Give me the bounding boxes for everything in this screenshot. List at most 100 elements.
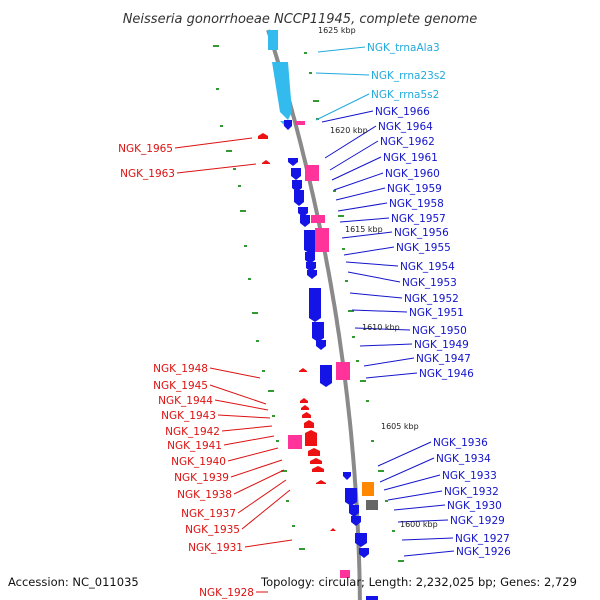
gc-dot bbox=[338, 215, 344, 217]
gene-label: NGK_1940 bbox=[171, 456, 226, 468]
label-leader bbox=[241, 489, 291, 530]
kbp-ticks: 1625 kbp 1620 kbp 1615 kbp 1610 kbp 1605 kbp… bbox=[318, 26, 438, 529]
forward-gene bbox=[309, 288, 321, 322]
gene-label: NGK_1937 bbox=[181, 508, 236, 520]
gene-label: NGK_1926 bbox=[456, 546, 511, 558]
gc-dot bbox=[216, 88, 219, 90]
gene-label: NGK_trnaAla3 bbox=[367, 42, 440, 54]
label-leader bbox=[363, 357, 415, 367]
label-leader bbox=[315, 72, 370, 76]
pseudo-feature bbox=[305, 165, 319, 181]
pseudo-feature bbox=[311, 215, 325, 223]
topology-text: Topology: circular; Length: 2,232,025 bp… bbox=[260, 575, 577, 589]
gene-label: NGK_1930 bbox=[447, 500, 502, 512]
gene-label: NGK_1959 bbox=[387, 183, 442, 195]
gc-dot bbox=[356, 360, 359, 362]
label-leader bbox=[315, 93, 370, 121]
forward-gene bbox=[298, 207, 308, 217]
label-leader bbox=[403, 550, 455, 557]
gc-dot bbox=[252, 312, 258, 314]
label-leader bbox=[227, 447, 279, 462]
reverse-gene bbox=[258, 133, 268, 139]
other-feature bbox=[362, 482, 374, 496]
gc-dot bbox=[233, 168, 236, 170]
forward-gene bbox=[306, 262, 316, 272]
gene-label: NGK_1938 bbox=[177, 489, 232, 501]
gene-label: NGK_1941 bbox=[167, 440, 222, 452]
map-title: Neisseria gonorrhoeae NCCP11945, complet… bbox=[123, 12, 478, 27]
label-leader bbox=[329, 140, 379, 171]
label-leader bbox=[233, 469, 285, 495]
gc-dot bbox=[262, 370, 265, 372]
label-leader bbox=[337, 202, 388, 212]
reverse-gene bbox=[301, 405, 309, 410]
gene-label: NGK_1957 bbox=[391, 213, 446, 225]
gene-label: NGK_1961 bbox=[383, 152, 438, 164]
forward-gene bbox=[343, 472, 351, 480]
kbp-tick-label: 1610 kbp bbox=[362, 323, 400, 332]
gc-dot bbox=[248, 278, 251, 280]
gene-label: NGK_1958 bbox=[389, 198, 444, 210]
gene-label: NGK_rrna5s2 bbox=[371, 89, 439, 101]
label-leader bbox=[174, 137, 253, 149]
gc-dot bbox=[348, 310, 354, 312]
feature-track bbox=[258, 29, 378, 600]
label-leader bbox=[393, 504, 446, 511]
label-leader bbox=[339, 217, 390, 223]
gene-label: NGK_1948 bbox=[153, 363, 208, 375]
forward-gene bbox=[294, 190, 304, 206]
reverse-gene bbox=[302, 412, 311, 418]
label-layer: NGK_trnaAla3 NGK_rrna23s2 NGK_rrna5s2 NGK_1… bbox=[118, 42, 511, 599]
gene-label: NGK_1934 bbox=[436, 453, 491, 465]
rna-feature bbox=[268, 30, 278, 50]
gc-dot bbox=[304, 52, 307, 54]
gene-label: NGK_1947 bbox=[416, 353, 471, 365]
label-leader bbox=[354, 327, 411, 331]
forward-gene bbox=[305, 252, 315, 264]
gc-dot bbox=[360, 380, 366, 382]
label-leader bbox=[209, 367, 261, 379]
gc-dot bbox=[366, 400, 369, 402]
gene-label: NGK_1939 bbox=[174, 472, 229, 484]
forward-gene bbox=[316, 340, 326, 350]
label-leader bbox=[209, 384, 267, 405]
kbp-tick-label: 1615 kbp bbox=[345, 225, 383, 234]
gene-label: NGK_1928 bbox=[199, 587, 254, 599]
gc-dot bbox=[371, 440, 374, 442]
other-feature bbox=[366, 500, 378, 510]
gc-dot bbox=[398, 560, 404, 562]
gc-dot bbox=[378, 470, 384, 472]
label-leader bbox=[324, 125, 377, 159]
label-leader bbox=[230, 459, 283, 478]
forward-gene bbox=[366, 596, 378, 600]
pseudo-feature bbox=[295, 121, 305, 125]
gene-label: NGK_1927 bbox=[455, 533, 510, 545]
label-leader bbox=[237, 479, 287, 514]
gc-dot bbox=[281, 470, 287, 472]
label-leader bbox=[359, 343, 413, 347]
pseudo-feature bbox=[315, 228, 329, 252]
reverse-gene bbox=[262, 160, 270, 164]
gc-dot bbox=[268, 390, 274, 392]
forward-gene bbox=[320, 365, 332, 387]
kbp-tick-label: 1600 kbp bbox=[400, 520, 438, 529]
kbp-tick-label: 1620 kbp bbox=[330, 126, 368, 135]
forward-gene bbox=[351, 516, 361, 526]
reverse-gene bbox=[310, 458, 322, 464]
gene-label: NGK_1943 bbox=[161, 410, 216, 422]
rna-feature bbox=[272, 62, 292, 120]
label-leader bbox=[351, 309, 408, 313]
pseudo-feature bbox=[288, 435, 302, 449]
reverse-gene bbox=[316, 480, 326, 484]
forward-gene bbox=[307, 270, 317, 279]
forward-gene bbox=[349, 505, 359, 517]
gene-label: NGK_1965 bbox=[118, 143, 173, 155]
label-leader bbox=[387, 490, 443, 501]
gc-dot bbox=[385, 500, 388, 502]
label-leader bbox=[321, 110, 374, 123]
label-leader bbox=[383, 474, 441, 491]
label-leader bbox=[317, 46, 366, 53]
gene-label: NGK_1962 bbox=[380, 136, 435, 148]
gc-dot bbox=[226, 150, 232, 152]
gene-label: NGK_1935 bbox=[185, 524, 240, 536]
